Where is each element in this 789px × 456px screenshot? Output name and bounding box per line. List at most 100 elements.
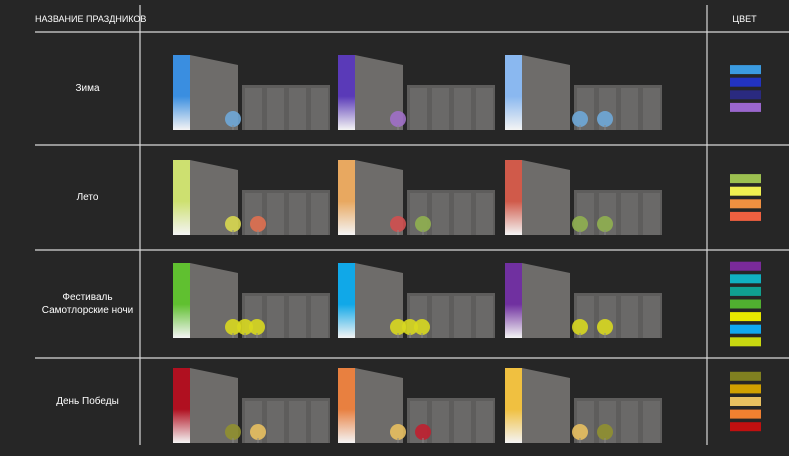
building-tall: [522, 263, 570, 338]
building-section: [311, 401, 328, 443]
building-section: [410, 88, 427, 130]
color-swatch: [730, 312, 761, 322]
building-tall: [355, 160, 403, 235]
color-header: ЦВЕТ: [732, 14, 757, 24]
building-tall: [355, 55, 403, 130]
building-section: [267, 401, 284, 443]
building-section: [454, 88, 471, 130]
building-accent: [338, 55, 355, 130]
tree: [250, 424, 266, 440]
building-section: [289, 88, 306, 130]
tree: [572, 111, 588, 127]
color-swatch: [730, 174, 761, 184]
building-section: [643, 193, 660, 235]
building-section: [432, 401, 449, 443]
tree: [415, 424, 431, 440]
tree: [237, 319, 253, 335]
tree: [225, 111, 241, 127]
row-label: День Победы: [56, 396, 119, 407]
tree: [390, 319, 406, 335]
building-section: [621, 296, 638, 338]
color-swatch: [730, 397, 761, 406]
tree: [390, 216, 406, 232]
building-tall: [190, 55, 238, 130]
color-swatch: [730, 324, 761, 334]
tree: [572, 424, 588, 440]
tree: [415, 216, 431, 232]
building-accent: [338, 368, 355, 443]
building-tall: [522, 160, 570, 235]
building-tall: [522, 368, 570, 443]
building-section: [643, 296, 660, 338]
building-section: [643, 401, 660, 443]
tree: [390, 111, 406, 127]
tree: [597, 111, 613, 127]
row-label: Фестиваль Самотлорские ночи: [41, 292, 134, 316]
building-section: [289, 193, 306, 235]
tree: [402, 319, 418, 335]
color-swatch: [730, 384, 761, 394]
building-section: [454, 296, 471, 338]
tree: [572, 319, 588, 335]
building-tall: [522, 55, 570, 130]
tree: [597, 424, 613, 440]
color-swatch: [730, 274, 761, 284]
building-section: [432, 88, 449, 130]
color-swatch: [730, 77, 761, 87]
color-swatch: [730, 422, 761, 432]
color-swatch: [730, 199, 761, 209]
row-label: Зима: [75, 83, 100, 94]
building-section: [454, 401, 471, 443]
building-section: [289, 401, 306, 443]
building-accent: [505, 55, 522, 130]
building-section: [311, 296, 328, 338]
building-section: [432, 296, 449, 338]
building-section: [267, 193, 284, 235]
color-swatch: [730, 299, 761, 309]
tree: [249, 319, 265, 335]
building-section: [311, 193, 328, 235]
tree: [250, 216, 266, 232]
building-accent: [338, 263, 355, 338]
building-section: [476, 88, 493, 130]
building-accent: [505, 160, 522, 235]
tree: [390, 424, 406, 440]
header-title: НАЗВАНИЕ ПРАЗДНИКОВ: [35, 14, 147, 24]
building-accent: [173, 160, 190, 235]
building-accent: [173, 55, 190, 130]
color-swatch: [730, 409, 761, 419]
tree: [414, 319, 430, 335]
color-swatch: [730, 90, 761, 100]
building-section: [476, 401, 493, 443]
color-swatch: [730, 211, 761, 221]
building-accent: [173, 368, 190, 443]
building-section: [621, 88, 638, 130]
row-label: Лето: [76, 192, 99, 203]
tree: [572, 216, 588, 232]
color-swatch: [730, 286, 761, 296]
building-accent: [338, 160, 355, 235]
color-swatch: [730, 65, 761, 75]
building-tall: [190, 263, 238, 338]
building-accent: [505, 263, 522, 338]
building-section: [643, 88, 660, 130]
building-section: [267, 88, 284, 130]
building-section: [476, 193, 493, 235]
tree: [225, 319, 241, 335]
tree: [225, 424, 241, 440]
building-section: [289, 296, 306, 338]
color-swatch: [730, 186, 761, 196]
building-section: [267, 296, 284, 338]
building-accent: [505, 368, 522, 443]
building-section: [432, 193, 449, 235]
color-swatch: [730, 102, 761, 112]
building-section: [621, 401, 638, 443]
tree: [597, 319, 613, 335]
building-accent: [173, 263, 190, 338]
color-swatch: [730, 261, 761, 271]
tree: [225, 216, 241, 232]
building-section: [621, 193, 638, 235]
building-section: [245, 88, 262, 130]
